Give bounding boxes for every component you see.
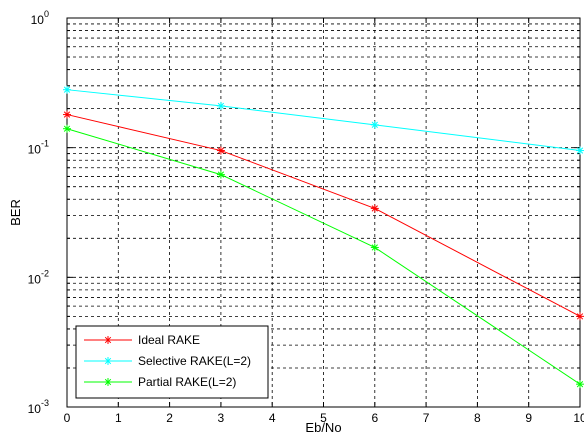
legend-entry: Partial RAKE(L=2) <box>138 375 236 389</box>
y-tick-label: 10-3 <box>28 398 49 416</box>
data-point-marker <box>216 101 225 110</box>
data-point-marker <box>370 204 379 213</box>
y-tick-label: 10-2 <box>28 268 49 286</box>
data-point-marker <box>216 170 225 179</box>
x-tick-label: 8 <box>474 411 481 425</box>
data-point-marker <box>63 124 71 133</box>
series-line-2 <box>66 128 581 385</box>
x-tick-label: 0 <box>64 411 71 425</box>
x-tick-label: 4 <box>269 411 276 425</box>
x-tick-label: 6 <box>371 411 378 425</box>
data-point-marker <box>63 85 71 94</box>
x-tick-label: 9 <box>525 411 532 425</box>
axis-ticks: 0 1 2 3 4 5 6 7 8 9 10 100 10-1 10-2 10-3 <box>28 9 584 425</box>
series-line-1 <box>66 89 581 152</box>
x-axis-label: Eb/No <box>305 420 341 435</box>
legend: Ideal RAKE Selective RAKE(L=2) Partial RAK… <box>75 325 269 399</box>
x-tick-label: 2 <box>166 411 173 425</box>
data-point-marker <box>576 146 584 155</box>
legend-marker <box>104 378 112 386</box>
data-point-marker <box>370 120 379 129</box>
data-point-marker <box>63 110 71 119</box>
legend-marker <box>104 336 112 344</box>
x-tick-label: 3 <box>218 411 225 425</box>
y-tick-label: 10-1 <box>28 139 49 157</box>
data-point-marker <box>576 380 584 389</box>
data-point-marker <box>216 146 225 155</box>
data-point-marker <box>370 243 379 252</box>
series-lines <box>63 85 584 389</box>
legend-entry: Ideal RAKE <box>138 333 200 347</box>
data-point-marker <box>576 312 584 321</box>
x-tick-label: 5 <box>320 411 327 425</box>
legend-marker <box>104 357 112 365</box>
y-tick-label: 100 <box>31 9 49 27</box>
x-tick-label: 10 <box>573 411 584 425</box>
x-tick-label: 1 <box>115 411 122 425</box>
x-tick-label: 7 <box>423 411 430 425</box>
y-axis-label: BER <box>8 199 23 226</box>
series-line-0 <box>66 114 581 317</box>
legend-entry: Selective RAKE(L=2) <box>138 354 251 368</box>
